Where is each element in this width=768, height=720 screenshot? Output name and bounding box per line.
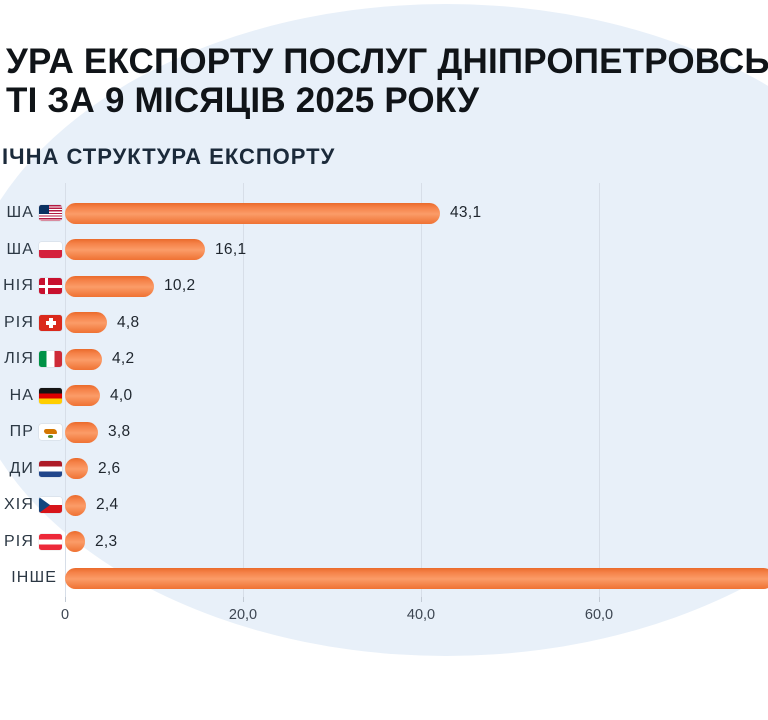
value-label: 3,8 (108, 423, 131, 441)
flag-slot (39, 314, 62, 331)
value-label: 2,4 (96, 496, 119, 514)
axis-tick (599, 597, 600, 602)
value-bar (65, 312, 107, 334)
usa-flag-icon (39, 205, 62, 222)
value-label: 4,2 (112, 350, 135, 368)
cyprus-flag-icon (39, 424, 62, 441)
flag-slot (39, 205, 62, 222)
country-label: ХІЯ (4, 496, 34, 514)
value-bar (65, 202, 440, 224)
background-circle (0, 4, 768, 656)
country-label: НА (9, 386, 34, 404)
gridline (599, 183, 600, 597)
chart-subtitle: ІЧНА СТРУКТУРА ЕКСПОРТУ (2, 144, 336, 169)
chart-row: ПР 3,8 (0, 414, 768, 451)
poland-flag-icon (39, 241, 62, 258)
flag-slot (39, 424, 62, 441)
country-label: ЛІЯ (4, 350, 34, 368)
flag-slot (39, 460, 62, 477)
flag-slot (39, 278, 62, 295)
flag-slot (39, 533, 62, 550)
value-label: 2,3 (95, 532, 118, 550)
title-line-2: ТІ ЗА 9 МІСЯЦІВ 2025 РОКУ (6, 81, 480, 120)
gridline (243, 183, 244, 597)
value-bar (65, 494, 86, 516)
axis-tick (243, 597, 244, 602)
flag-slot (39, 351, 62, 368)
value-bar (65, 275, 154, 297)
value-bar (65, 239, 205, 261)
country-label: РІЯ (4, 313, 34, 331)
country-label: ПР (9, 423, 34, 441)
axis-tick-label: 40,0 (406, 607, 436, 623)
chart-row: НІЯ 10,2 (0, 268, 768, 305)
value-bar (65, 385, 100, 407)
chart-row: ДИ 2,6 (0, 451, 768, 488)
value-bar (65, 458, 88, 480)
switzerland-flag-icon (39, 314, 62, 331)
axis-tick-label: 20,0 (228, 607, 258, 623)
value-label: 16,1 (215, 240, 247, 258)
chart-row: РІЯ 4,8 (0, 305, 768, 342)
country-label: ША (6, 204, 34, 222)
value-label: 4,8 (117, 313, 140, 331)
value-label: 2,6 (98, 459, 121, 477)
axis-tick-label: 0 (60, 607, 70, 623)
value-bar (65, 531, 85, 553)
axis-tick (421, 597, 422, 602)
chart-row: НА 4,0 (0, 378, 768, 415)
value-label: 43,1 (450, 204, 482, 222)
value-bar (65, 567, 768, 589)
chart-row: РІЯ 2,3 (0, 524, 768, 561)
axis-tick (65, 597, 66, 602)
flag-slot (39, 387, 62, 404)
denmark-flag-icon (39, 278, 62, 295)
czechia-flag-icon (39, 497, 62, 514)
gridline (421, 183, 422, 597)
page-title: УРА ЕКСПОРТУ ПОСЛУГ ДНІПРОПЕТРОВСЬКО ТІ … (6, 42, 768, 120)
title-line-1: УРА ЕКСПОРТУ ПОСЛУГ ДНІПРОПЕТРОВСЬКО (6, 42, 768, 81)
flag-slot (39, 241, 62, 258)
chart-row: ІНШЕ (0, 560, 768, 597)
value-label: 10,2 (164, 277, 196, 295)
germany-flag-icon (39, 387, 62, 404)
country-label: ДИ (9, 459, 34, 477)
chart-row: ША 16,1 (0, 232, 768, 269)
country-label: ІНШЕ (11, 569, 57, 587)
country-label: НІЯ (3, 277, 34, 295)
chart-row: ЛІЯ 4,2 (0, 341, 768, 378)
country-label: РІЯ (4, 532, 34, 550)
italy-flag-icon (39, 351, 62, 368)
country-label: ША (6, 240, 34, 258)
netherlands-flag-icon (39, 460, 62, 477)
value-bar (65, 348, 102, 370)
bar-chart: ША 43,1 ША 16,1 НІЯ 10,2 РІЯ 4,8 ЛІЯ 4,2 НА 4,0 ПР 3,… (0, 183, 768, 643)
austria-flag-icon (39, 533, 62, 550)
chart-row: ХІЯ 2,4 (0, 487, 768, 524)
chart-row: ША 43,1 (0, 195, 768, 232)
flag-slot (39, 497, 62, 514)
value-label: 4,0 (110, 386, 133, 404)
value-bar (65, 421, 98, 443)
axis-tick-label: 60,0 (584, 607, 614, 623)
chart-rows: ША 43,1 ША 16,1 НІЯ 10,2 РІЯ 4,8 ЛІЯ 4,2 НА 4,0 ПР 3,… (0, 195, 768, 597)
